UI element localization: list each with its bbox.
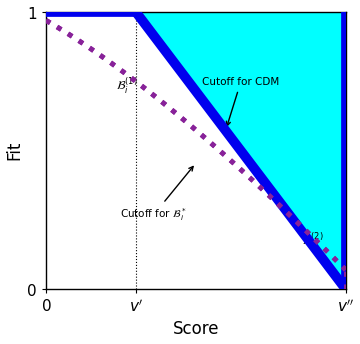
- Text: Cutoff for CDM: Cutoff for CDM: [202, 77, 279, 126]
- Text: $\mathcal{B}_i^{(2)}$: $\mathcal{B}_i^{(2)}$: [302, 231, 324, 251]
- Y-axis label: Fit: Fit: [5, 141, 23, 160]
- X-axis label: Score: Score: [172, 321, 219, 338]
- Text: $\mathcal{B}_i^{(1)}$: $\mathcal{B}_i^{(1)}$: [116, 75, 138, 96]
- Text: Cutoff for $\mathcal{B}_i^*$: Cutoff for $\mathcal{B}_i^*$: [121, 166, 193, 223]
- Polygon shape: [136, 12, 346, 289]
